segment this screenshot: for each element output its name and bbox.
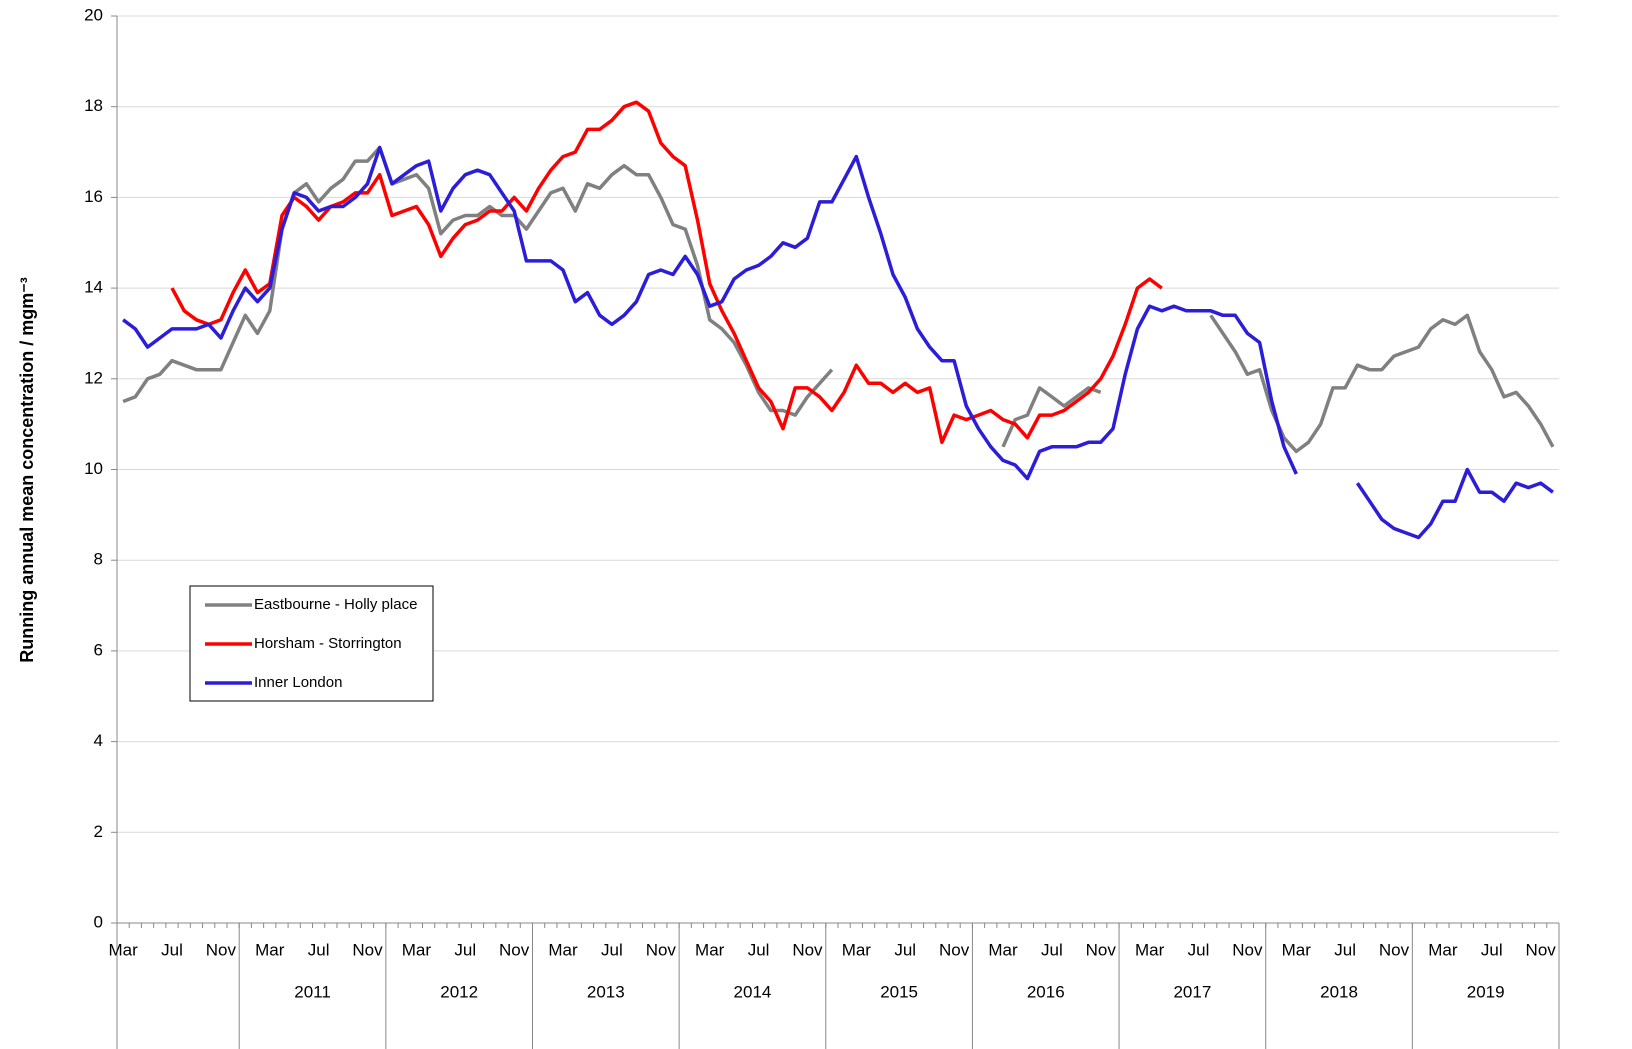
year-label: 2016 — [1027, 982, 1065, 1001]
legend-label: Inner London — [254, 674, 342, 691]
x-tick-label: Nov — [1086, 940, 1117, 959]
x-tick-label: Jul — [601, 940, 623, 959]
x-tick-label: Nov — [1379, 940, 1410, 959]
year-label: 2017 — [1173, 982, 1211, 1001]
x-tick-label: Nov — [939, 940, 970, 959]
x-tick-label: Mar — [1135, 940, 1165, 959]
y-tick-label: 10 — [84, 459, 103, 478]
x-tick-label: Nov — [1526, 940, 1557, 959]
y-tick-label: 18 — [84, 96, 103, 115]
year-label: 2012 — [440, 982, 478, 1001]
x-tick-label: Mar — [1282, 940, 1312, 959]
x-tick-label: Jul — [748, 940, 770, 959]
x-tick-label: Jul — [161, 940, 183, 959]
year-label: 2014 — [734, 982, 772, 1001]
year-label: 2018 — [1320, 982, 1358, 1001]
year-label: 2011 — [294, 982, 331, 1001]
y-tick-label: 4 — [94, 731, 103, 750]
y-tick-label: 20 — [84, 5, 103, 24]
series-line — [122, 145, 1555, 454]
x-tick-label: Mar — [842, 940, 872, 959]
x-tick-label: Nov — [206, 940, 237, 959]
x-tick-label: Nov — [646, 940, 677, 959]
x-tick-label: Mar — [1428, 940, 1458, 959]
x-tick-label: Jul — [1188, 940, 1210, 959]
x-tick-label: Mar — [255, 940, 285, 959]
y-tick-label: 8 — [94, 550, 103, 569]
y-tick-label: 14 — [84, 278, 103, 297]
legend-label: Eastbourne - Holly place — [254, 596, 417, 613]
x-tick-label: Jul — [1481, 940, 1503, 959]
year-label: 2019 — [1467, 982, 1505, 1001]
x-tick-label: Jul — [894, 940, 916, 959]
x-tick-label: Mar — [402, 940, 432, 959]
series-line — [170, 100, 1163, 445]
y-tick-label: 16 — [84, 187, 103, 206]
series-line — [122, 145, 1554, 540]
x-tick-label: Jul — [1041, 940, 1063, 959]
x-tick-label: Nov — [792, 940, 823, 959]
x-tick-label: Jul — [1334, 940, 1356, 959]
x-tick-label: Mar — [695, 940, 725, 959]
x-tick-label: Mar — [548, 940, 578, 959]
year-label: 2013 — [587, 982, 625, 1001]
y-axis-label: Running annual mean concentration / mgm⁻… — [17, 277, 37, 663]
x-tick-label: Mar — [108, 940, 138, 959]
x-tick-label: Nov — [352, 940, 383, 959]
x-tick-label: Nov — [1232, 940, 1263, 959]
y-tick-label: 6 — [94, 640, 103, 659]
y-tick-label: 0 — [94, 912, 103, 931]
x-tick-label: Jul — [454, 940, 476, 959]
x-tick-label: Jul — [308, 940, 330, 959]
year-label: 2015 — [880, 982, 918, 1001]
x-tick-label: Nov — [499, 940, 530, 959]
y-tick-label: 2 — [94, 822, 103, 841]
legend-label: Horsham - Storrington — [254, 635, 402, 652]
y-tick-label: 12 — [84, 368, 103, 387]
x-tick-label: Mar — [988, 940, 1018, 959]
